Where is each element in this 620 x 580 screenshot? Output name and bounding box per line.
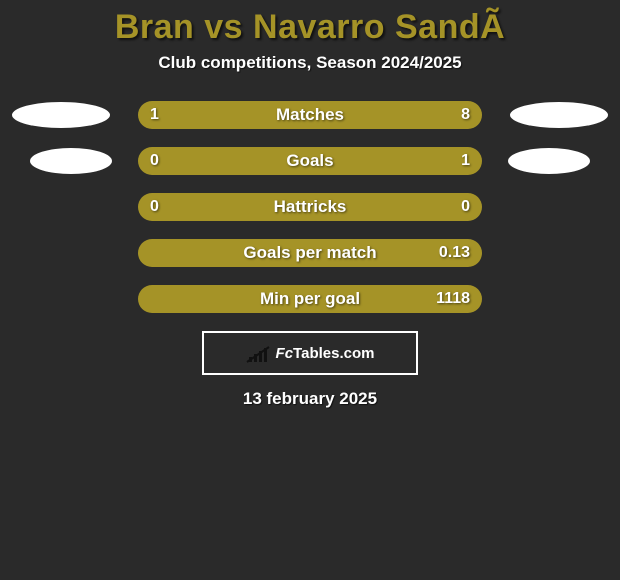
flank-ellipse	[510, 102, 608, 128]
attribution-text: FcTables.com	[276, 345, 375, 362]
page-subtitle: Club competitions, Season 2024/2025	[0, 53, 620, 73]
bar-right	[176, 147, 482, 175]
flank-ellipse	[12, 102, 110, 128]
comparison-chart: Matches18 Goals01 Hattricks00 Goals per mat…	[0, 101, 620, 313]
bar-left	[138, 147, 176, 175]
bar-left	[138, 193, 482, 221]
stat-row: Matches18	[138, 101, 482, 129]
stat-row: Goals per match0.13	[138, 239, 482, 267]
attribution-prefix: Fc	[276, 345, 294, 362]
bar-right	[138, 239, 482, 267]
footer-date: 13 february 2025	[0, 389, 620, 409]
bar-track	[138, 101, 482, 129]
bar-track	[138, 285, 482, 313]
bar-chart-icon	[246, 343, 270, 363]
bar-track	[138, 193, 482, 221]
bar-track	[138, 147, 482, 175]
bar-right	[138, 285, 482, 313]
stat-row: Hattricks00	[138, 193, 482, 221]
flank-ellipse	[30, 148, 112, 174]
stat-row: Min per goal1118	[138, 285, 482, 313]
bar-left	[138, 101, 196, 129]
stat-row: Goals01	[138, 147, 482, 175]
attribution-badge: FcTables.com	[202, 331, 418, 375]
bar-right	[196, 101, 482, 129]
flank-ellipse	[508, 148, 590, 174]
bar-track	[138, 239, 482, 267]
attribution-suffix: Tables.com	[293, 345, 374, 362]
page-title: Bran vs Navarro SandÃ	[0, 0, 620, 47]
